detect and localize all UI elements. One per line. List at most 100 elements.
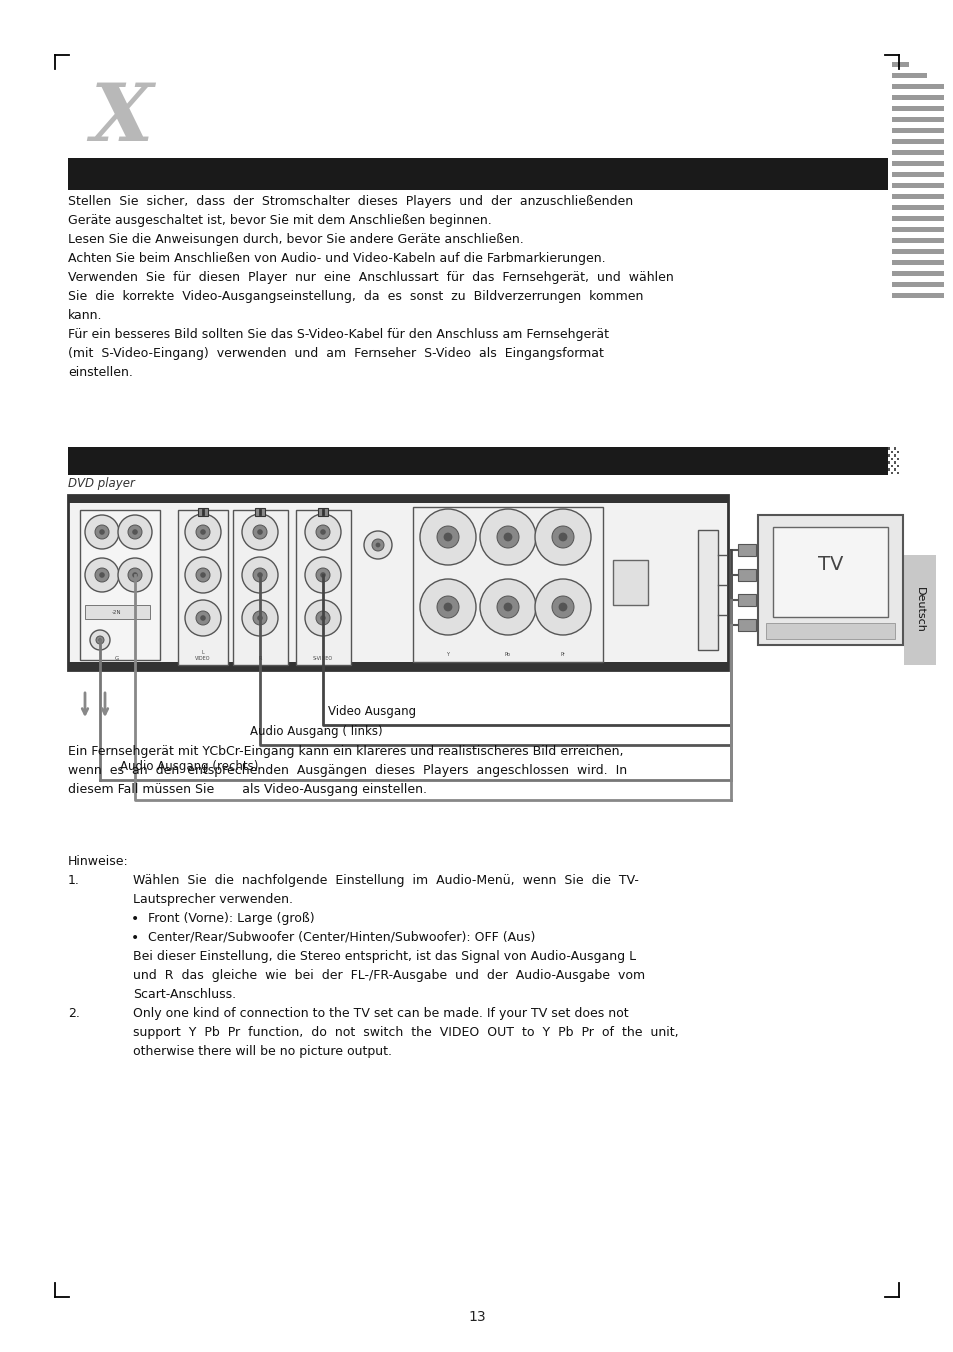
Bar — [891, 293, 943, 297]
Bar — [896, 450, 899, 453]
Bar — [68, 495, 727, 503]
Bar — [295, 510, 351, 665]
Text: Audio Ausgang (rechts): Audio Ausgang (rechts) — [120, 760, 258, 773]
Circle shape — [200, 615, 206, 621]
Bar — [68, 448, 887, 475]
Text: Stellen  Sie  sicher,  dass  der  Stromschalter  dieses  Players  und  der  anzu: Stellen Sie sicher, dass der Stromschalt… — [68, 195, 633, 208]
Circle shape — [436, 596, 458, 618]
Bar — [891, 283, 943, 287]
Circle shape — [315, 568, 330, 581]
Bar — [68, 158, 887, 191]
Text: Pb: Pb — [504, 652, 511, 657]
Text: S-VIDEO: S-VIDEO — [313, 656, 333, 661]
Bar — [738, 619, 755, 631]
Bar — [891, 216, 943, 220]
Text: Geräte ausgeschaltet ist, bevor Sie mit dem Anschließen beginnen.: Geräte ausgeschaltet ist, bevor Sie mit … — [68, 214, 491, 227]
Text: Lesen Sie die Anweisungen durch, bevor Sie andere Geräte anschließen.: Lesen Sie die Anweisungen durch, bevor S… — [68, 233, 523, 246]
Bar — [887, 454, 889, 457]
Circle shape — [503, 603, 512, 611]
Circle shape — [315, 525, 330, 539]
Bar — [178, 510, 228, 665]
Bar — [68, 495, 727, 671]
Circle shape — [257, 572, 262, 577]
Circle shape — [558, 533, 567, 541]
Text: 1.: 1. — [68, 873, 80, 887]
Circle shape — [185, 514, 221, 550]
Circle shape — [419, 579, 476, 635]
Text: Scart-Anschluss.: Scart-Anschluss. — [132, 988, 236, 1000]
Text: Lautsprecher verwenden.: Lautsprecher verwenden. — [132, 894, 293, 906]
Bar — [613, 560, 647, 604]
Circle shape — [320, 615, 326, 621]
Text: (mit  S-Video-Eingang)  verwenden  und  am  Fernseher  S-Video  als  Eingangsfor: (mit S-Video-Eingang) verwenden und am F… — [68, 347, 603, 360]
Bar — [738, 594, 755, 606]
Circle shape — [253, 525, 267, 539]
Circle shape — [436, 526, 458, 548]
Text: Hinweise:: Hinweise: — [68, 854, 129, 868]
Circle shape — [535, 508, 590, 565]
Bar — [891, 139, 943, 145]
Circle shape — [132, 529, 137, 535]
Bar — [891, 206, 943, 210]
Circle shape — [443, 533, 452, 541]
Circle shape — [372, 539, 384, 552]
Bar — [887, 468, 889, 470]
Bar — [891, 238, 943, 243]
Circle shape — [98, 638, 101, 642]
Bar — [891, 260, 943, 265]
Text: Audio Ausgang ( links): Audio Ausgang ( links) — [250, 725, 382, 738]
Circle shape — [419, 508, 476, 565]
Bar — [413, 507, 602, 662]
Circle shape — [535, 579, 590, 635]
Circle shape — [118, 515, 152, 549]
Text: G: G — [114, 656, 119, 661]
Circle shape — [315, 611, 330, 625]
Bar — [903, 556, 935, 665]
Circle shape — [479, 508, 536, 565]
Circle shape — [320, 572, 326, 577]
Text: Y: Y — [446, 652, 449, 657]
Bar — [738, 544, 755, 556]
Bar — [890, 465, 893, 466]
Bar — [85, 604, 150, 619]
Text: L
VIDEO: L VIDEO — [195, 650, 211, 661]
Bar — [887, 448, 889, 449]
Text: 2.: 2. — [68, 1007, 80, 1019]
Circle shape — [364, 531, 392, 558]
Bar — [891, 172, 943, 177]
Bar — [890, 450, 893, 453]
Text: Front (Vorne): Large (groß): Front (Vorne): Large (groß) — [148, 913, 314, 925]
Text: Deutsch: Deutsch — [914, 587, 924, 633]
Text: Only one kind of connection to the TV set can be made. If your TV set does not: Only one kind of connection to the TV se… — [132, 1007, 628, 1019]
Circle shape — [85, 558, 119, 592]
Text: und  R  das  gleiche  wie  bei  der  FL-/FR-Ausgabe  und  der  Audio-Ausgabe  vo: und R das gleiche wie bei der FL-/FR-Aus… — [132, 969, 644, 982]
Text: Ein Fernsehgerät mit YCbCr-Eingang kann ein klareres und realistischeres Bild er: Ein Fernsehgerät mit YCbCr-Eingang kann … — [68, 745, 623, 758]
Bar — [738, 569, 755, 581]
Bar — [893, 454, 896, 457]
Bar — [891, 84, 943, 89]
Bar — [772, 527, 887, 617]
Text: R: R — [258, 656, 261, 661]
Text: Pr: Pr — [560, 652, 565, 657]
Bar — [891, 183, 943, 188]
Circle shape — [503, 533, 512, 541]
Circle shape — [305, 514, 340, 550]
Bar — [893, 468, 896, 470]
Circle shape — [99, 529, 105, 535]
Circle shape — [305, 557, 340, 594]
Circle shape — [253, 568, 267, 581]
Circle shape — [132, 572, 137, 577]
Bar — [891, 95, 943, 100]
Text: kann.: kann. — [68, 310, 102, 322]
Bar — [891, 227, 943, 233]
Text: -2N: -2N — [112, 610, 122, 615]
Circle shape — [479, 579, 536, 635]
Text: einstellen.: einstellen. — [68, 366, 132, 379]
Bar — [891, 249, 943, 254]
Circle shape — [200, 529, 206, 535]
Text: Video Ausgang: Video Ausgang — [328, 704, 416, 718]
Circle shape — [497, 596, 518, 618]
Circle shape — [128, 525, 142, 539]
Text: Für ein besseres Bild sollten Sie das S-Video-Kabel für den Anschluss am Fernseh: Für ein besseres Bild sollten Sie das S-… — [68, 329, 608, 341]
Circle shape — [497, 526, 518, 548]
